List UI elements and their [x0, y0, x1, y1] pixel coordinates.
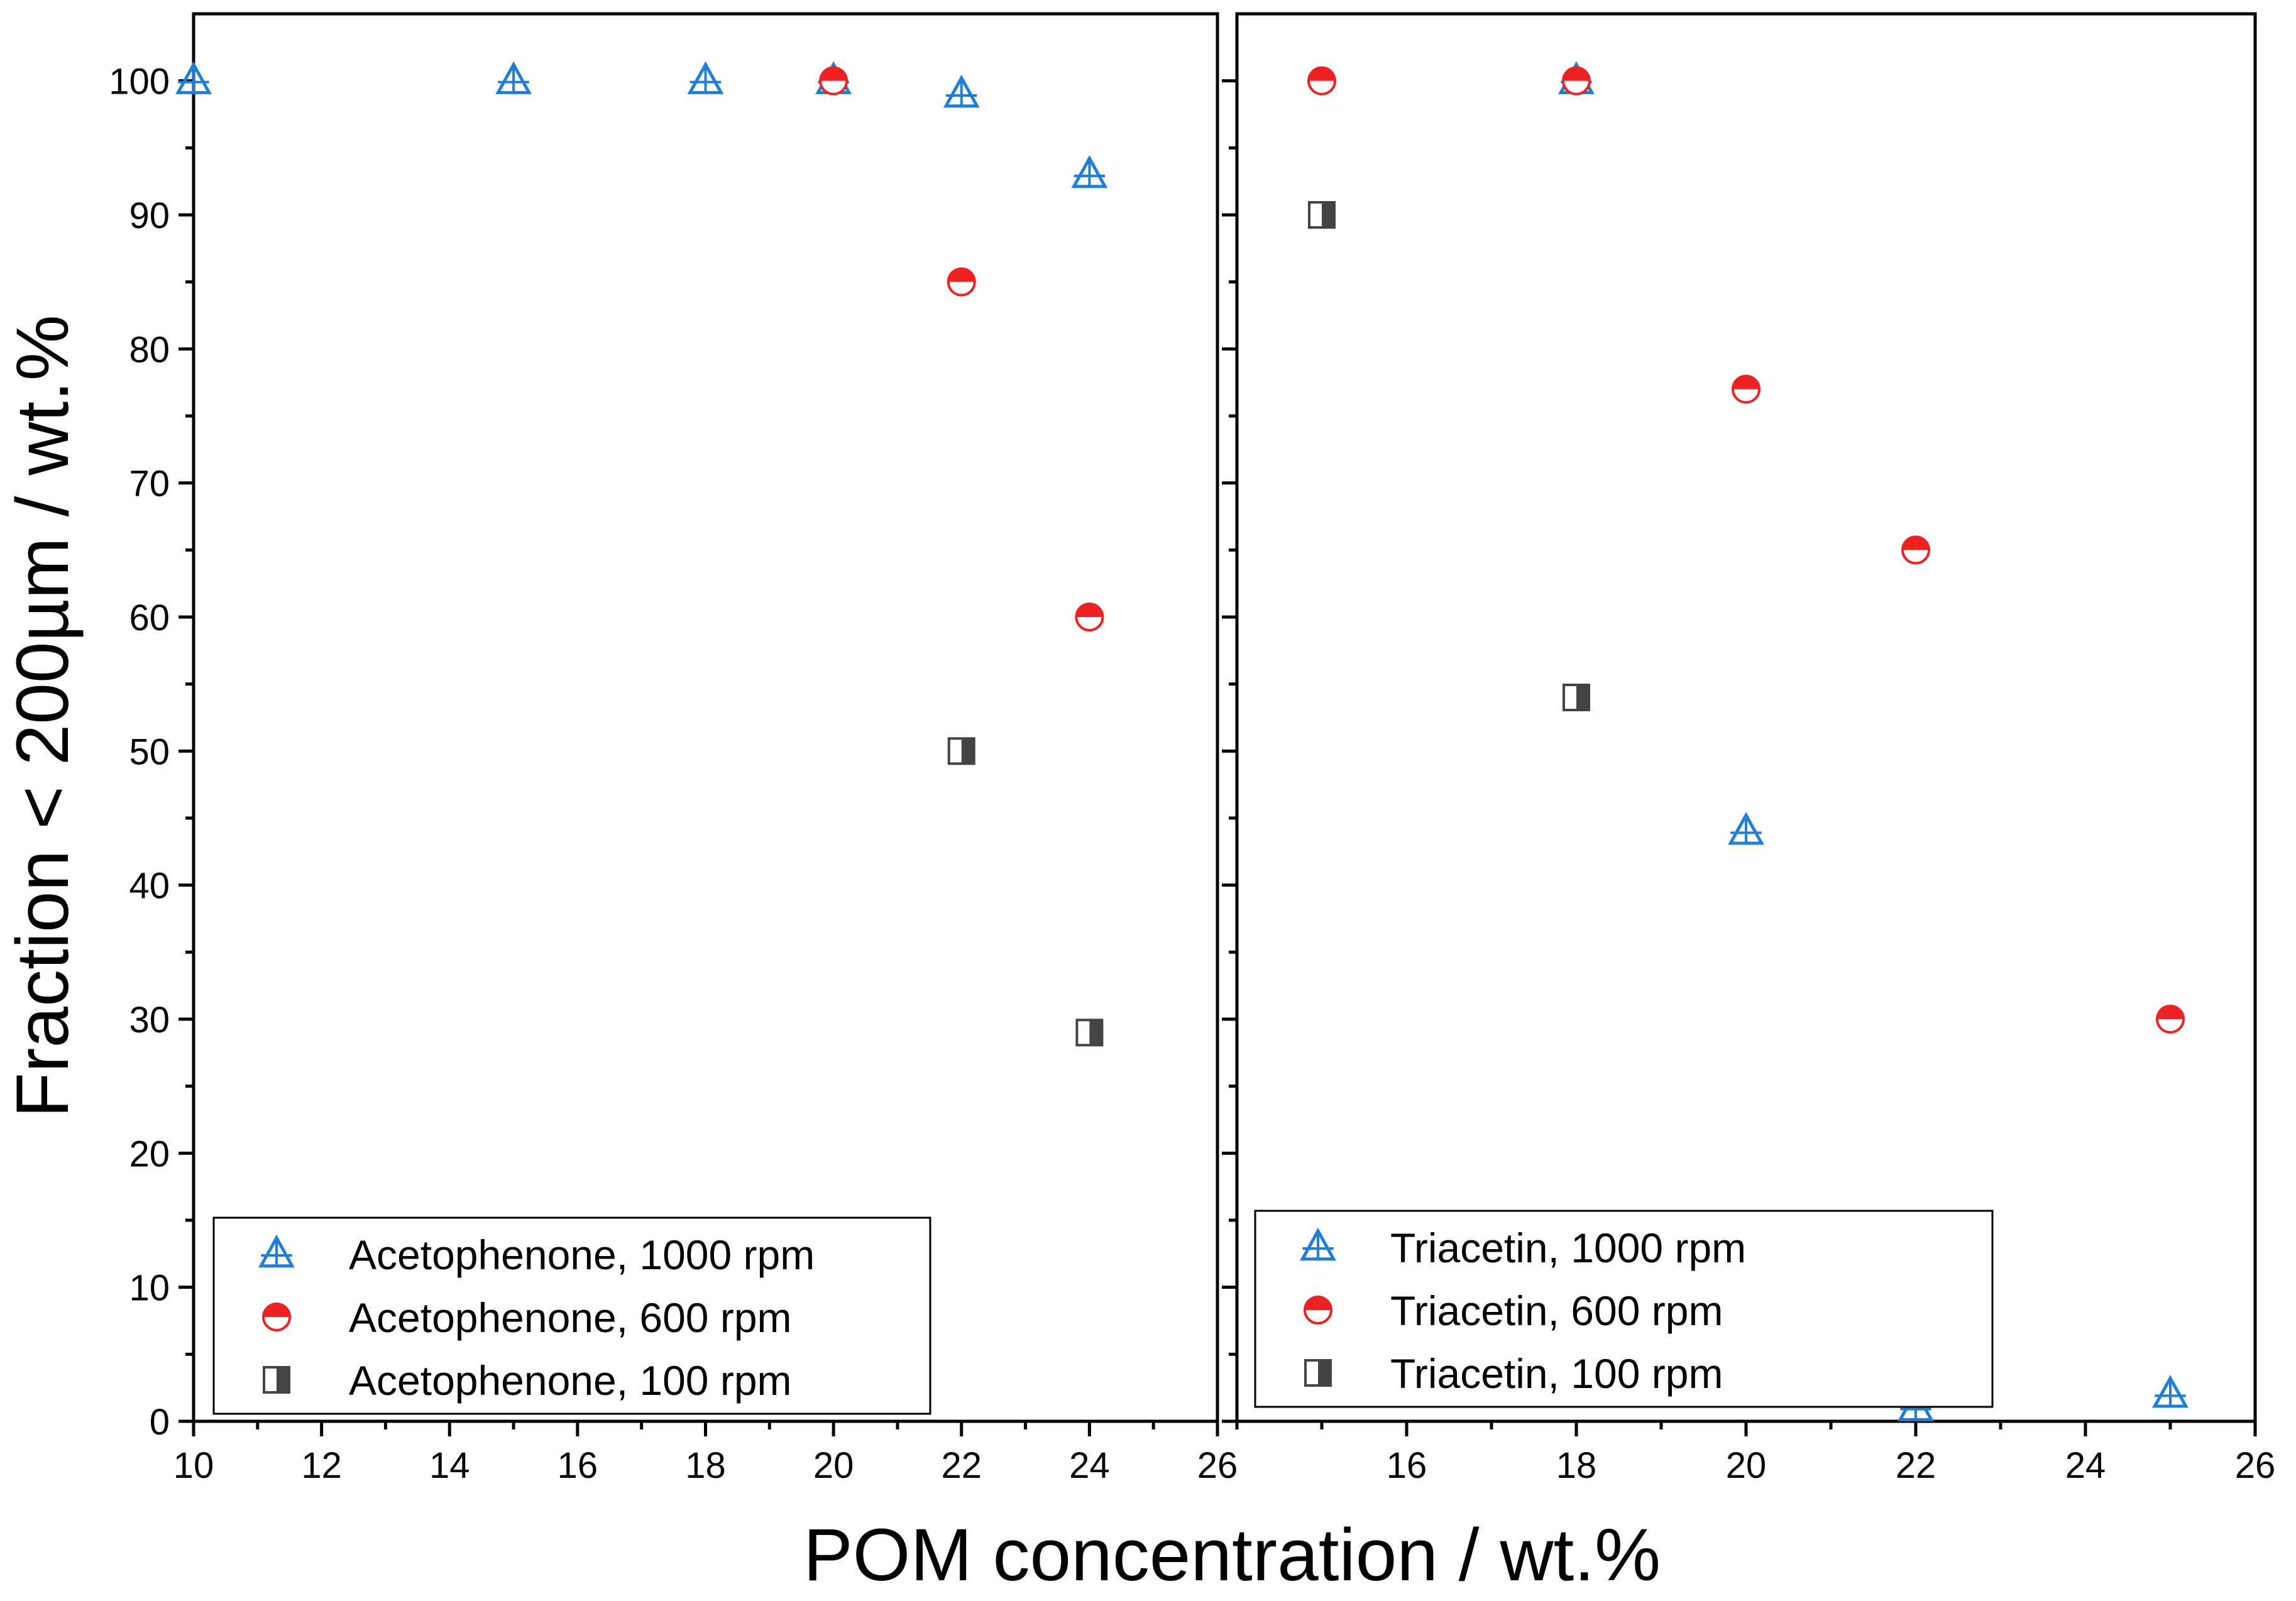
square-right-half — [1322, 202, 1334, 227]
circle-top-half — [263, 1304, 290, 1317]
legend-circle-marker — [262, 1303, 291, 1331]
y-tick-label: 80 — [129, 329, 170, 370]
x-tick-label: 16 — [558, 1445, 598, 1486]
circle-point — [819, 66, 849, 96]
circle-point — [1901, 535, 1930, 565]
y-tick-label: 0 — [150, 1402, 170, 1443]
circle-top-half — [948, 268, 975, 282]
x-tick-label: 22 — [941, 1445, 982, 1486]
square-right-half — [277, 1367, 289, 1392]
legend-entry-label: Triacetin, 100 rpm — [1390, 1350, 1723, 1397]
legend-1: Acetophenone, 1000 rpm Acetophenone, 600 … — [212, 1216, 931, 1415]
x-tick-label: 20 — [1726, 1445, 1767, 1486]
circle-point — [1732, 374, 1760, 404]
x-tick-label: 24 — [1069, 1445, 1110, 1486]
circle-top-half — [1305, 1297, 1331, 1310]
legend-square-marker — [263, 1366, 290, 1394]
circle-top-half — [1733, 376, 1759, 390]
x-tick-label: 26 — [1197, 1445, 1238, 1486]
series-2-3 — [1308, 201, 1930, 1261]
square-right-half — [1089, 1020, 1102, 1046]
circle-point — [1307, 66, 1336, 96]
y-tick-label: 10 — [129, 1268, 170, 1309]
circle-top-half — [1076, 604, 1103, 617]
x-tick-label: 10 — [173, 1445, 214, 1486]
triangle-point — [943, 74, 980, 108]
y-tick-label: 60 — [129, 598, 170, 638]
series-1-3 — [947, 737, 1104, 1047]
circle-point — [1562, 66, 1591, 96]
y-tick-label: 50 — [129, 731, 170, 772]
legend-circle-marker — [1304, 1296, 1332, 1325]
circle-top-half — [2157, 1006, 2183, 1019]
circle-point — [1075, 603, 1104, 631]
y-axis-title: Fraction < 200µm / wt.% — [1, 315, 84, 1118]
triangle-point — [495, 61, 532, 94]
legend-box — [212, 1216, 931, 1415]
y-tick-label: 30 — [129, 1000, 170, 1041]
y-tick-label: 90 — [129, 195, 170, 236]
x-tick-label: 26 — [2235, 1445, 2276, 1486]
circle-point — [2156, 1005, 2185, 1034]
circle-top-half — [1903, 537, 1929, 550]
x-tick-label: 14 — [429, 1445, 470, 1486]
series-1-2 — [819, 66, 1104, 631]
triangle-point — [1728, 812, 1764, 845]
legend-entry-label: Acetophenone, 1000 rpm — [349, 1232, 815, 1278]
y-tick-label: 40 — [129, 866, 170, 907]
x-tick-label: 24 — [2065, 1445, 2106, 1486]
triangle-point — [687, 61, 724, 94]
x-tick-label: 18 — [685, 1445, 726, 1486]
series-1-1 — [175, 61, 1108, 189]
legend-2: Triacetin, 1000 rpm Triacetin, 600 rpm Tri… — [1254, 1210, 1994, 1408]
square-right-half — [1318, 1360, 1331, 1385]
panel-frame-1 — [192, 12, 1219, 1423]
x-tick-label: 22 — [1896, 1445, 1936, 1486]
y-tick-label: 70 — [129, 464, 170, 505]
circle-top-half — [820, 67, 847, 81]
circle-point — [947, 267, 976, 297]
y-tick-label: 100 — [109, 62, 170, 102]
square-point — [1563, 684, 1590, 711]
x-tick-label: 12 — [301, 1445, 342, 1486]
legend-entry-label: Triacetin, 600 rpm — [1390, 1287, 1723, 1334]
square-point — [947, 737, 975, 765]
square-point — [1075, 1019, 1104, 1047]
legend-triangle-marker — [258, 1234, 295, 1268]
x-axis-title: POM concentration / wt.% — [803, 1514, 1661, 1597]
circle-top-half — [1309, 67, 1335, 81]
square-point — [1308, 201, 1336, 229]
square-right-half — [1576, 685, 1589, 710]
legend-entry-label: Acetophenone, 600 rpm — [349, 1294, 792, 1341]
legend-square-marker — [1304, 1359, 1332, 1387]
series-2-2 — [1307, 66, 2185, 1034]
x-tick-label: 16 — [1387, 1445, 1427, 1486]
triangle-point — [1071, 155, 1108, 189]
legend-triangle-marker — [1300, 1227, 1336, 1261]
y-tick-label: 20 — [129, 1134, 170, 1174]
legend-box — [1254, 1210, 1994, 1408]
x-tick-label: 20 — [813, 1445, 854, 1486]
triangle-point — [2152, 1375, 2189, 1408]
circle-top-half — [1563, 67, 1590, 81]
legends: Acetophenone, 1000 rpm Acetophenone, 600 … — [212, 1210, 1994, 1415]
triangle-point — [175, 61, 212, 94]
legend-entry-label: Triacetin, 1000 rpm — [1390, 1225, 1746, 1271]
square-right-half — [961, 738, 974, 764]
x-tick-label: 18 — [1556, 1445, 1597, 1486]
legend-entry-label: Acetophenone, 100 rpm — [349, 1357, 792, 1404]
